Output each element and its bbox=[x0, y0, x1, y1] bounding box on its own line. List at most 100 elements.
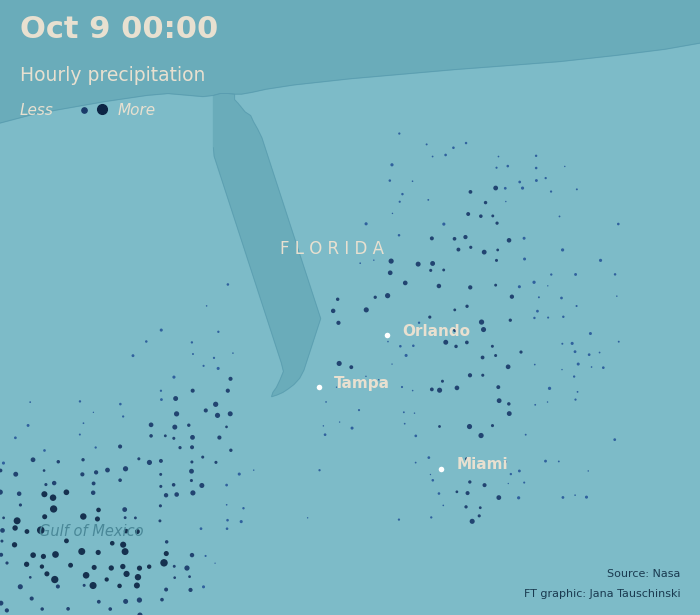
Point bbox=[545, 186, 557, 196]
Point bbox=[346, 362, 357, 372]
Point bbox=[171, 490, 182, 499]
Point bbox=[210, 458, 221, 467]
Point bbox=[52, 457, 64, 467]
Point bbox=[210, 399, 221, 409]
Point bbox=[611, 292, 622, 301]
Point bbox=[0, 466, 6, 475]
Point bbox=[65, 560, 76, 570]
Point bbox=[502, 161, 513, 171]
Point bbox=[221, 480, 232, 490]
Point bbox=[582, 466, 594, 476]
Point bbox=[384, 176, 395, 186]
Point bbox=[553, 456, 564, 466]
Point bbox=[155, 386, 167, 395]
Point bbox=[346, 423, 358, 433]
Point bbox=[146, 420, 157, 430]
Point bbox=[533, 292, 545, 302]
Point bbox=[461, 301, 472, 311]
Point bbox=[160, 431, 171, 441]
Point bbox=[438, 265, 449, 275]
Point bbox=[185, 585, 196, 595]
Point bbox=[503, 362, 514, 371]
Point bbox=[188, 349, 199, 359]
Point bbox=[212, 410, 223, 420]
Point bbox=[328, 306, 339, 316]
Point bbox=[0, 525, 8, 535]
Point bbox=[461, 338, 472, 347]
Point bbox=[197, 452, 209, 462]
Polygon shape bbox=[214, 93, 321, 397]
Point bbox=[519, 254, 530, 264]
Point bbox=[386, 359, 398, 369]
Point bbox=[386, 160, 398, 170]
Point bbox=[134, 563, 145, 573]
Point bbox=[120, 526, 132, 536]
Point bbox=[161, 549, 172, 558]
Point bbox=[213, 327, 224, 336]
Point bbox=[101, 574, 112, 584]
Point bbox=[183, 420, 195, 430]
Point bbox=[174, 443, 186, 453]
Point bbox=[486, 341, 498, 351]
Point bbox=[464, 422, 475, 432]
Point bbox=[225, 445, 237, 455]
Point bbox=[464, 370, 475, 380]
Point bbox=[171, 409, 182, 419]
Point bbox=[21, 560, 32, 569]
Point bbox=[22, 421, 34, 430]
Point bbox=[155, 482, 167, 491]
Point bbox=[530, 400, 541, 410]
Point bbox=[476, 317, 487, 327]
Point bbox=[106, 563, 117, 573]
Point bbox=[477, 352, 488, 362]
Point bbox=[41, 480, 52, 490]
Point bbox=[88, 581, 99, 590]
Point bbox=[10, 433, 21, 443]
Point bbox=[213, 363, 224, 373]
Point bbox=[52, 582, 64, 592]
Point bbox=[127, 351, 139, 360]
Point bbox=[10, 523, 21, 533]
Point bbox=[438, 501, 449, 510]
Point bbox=[491, 255, 502, 265]
Point bbox=[462, 488, 473, 498]
Point bbox=[412, 259, 423, 269]
Point bbox=[118, 411, 129, 421]
Point bbox=[433, 281, 444, 291]
Point bbox=[568, 371, 580, 381]
Point bbox=[0, 487, 6, 497]
Point bbox=[115, 442, 126, 451]
Point bbox=[120, 597, 131, 606]
Point bbox=[35, 525, 46, 535]
Point bbox=[36, 561, 48, 571]
Point bbox=[452, 383, 463, 393]
Point bbox=[11, 516, 22, 526]
Text: Gulf of Mexico: Gulf of Mexico bbox=[38, 525, 144, 539]
Point bbox=[0, 513, 9, 523]
Point bbox=[434, 386, 445, 395]
Point bbox=[571, 184, 582, 194]
Point bbox=[449, 325, 461, 335]
Point bbox=[373, 375, 384, 384]
Point bbox=[186, 442, 197, 452]
Point bbox=[387, 208, 398, 218]
Point bbox=[0, 458, 9, 468]
Point bbox=[360, 371, 372, 381]
Point bbox=[425, 470, 436, 480]
Point bbox=[169, 422, 181, 432]
Point bbox=[89, 563, 100, 573]
Point bbox=[186, 475, 197, 485]
Point bbox=[221, 422, 232, 432]
Point bbox=[503, 478, 514, 488]
Point bbox=[450, 341, 461, 351]
Point bbox=[186, 466, 197, 476]
Point bbox=[426, 384, 438, 394]
Point bbox=[515, 347, 526, 357]
Point bbox=[540, 173, 552, 183]
Point bbox=[370, 292, 381, 302]
Point bbox=[571, 301, 582, 311]
Point bbox=[36, 604, 48, 614]
Point bbox=[117, 561, 128, 571]
Point bbox=[319, 430, 330, 440]
Point bbox=[493, 152, 504, 162]
